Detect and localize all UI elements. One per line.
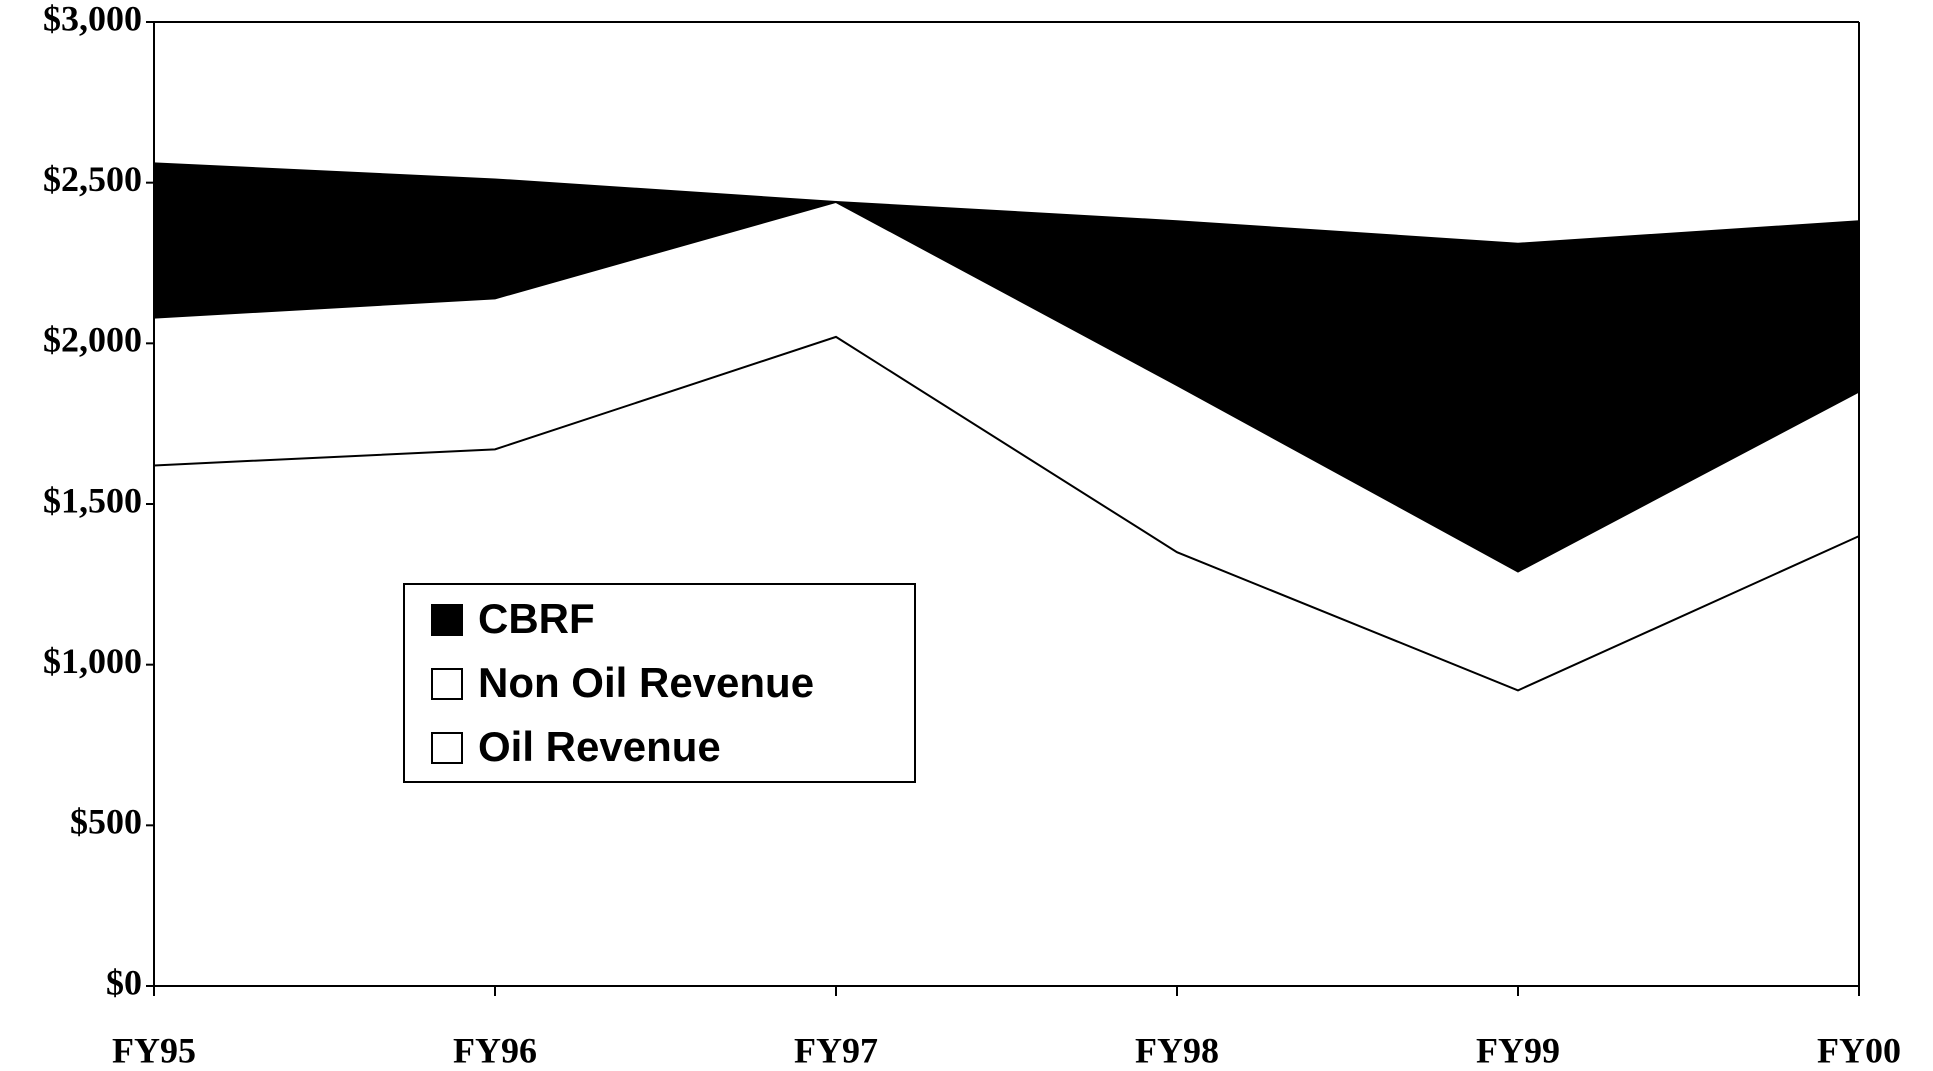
x-tick-label: FY98 (1135, 1030, 1219, 1070)
y-tick-label: $3,000 (43, 0, 142, 38)
legend-swatch (431, 732, 463, 764)
legend-label: CBRF (478, 595, 595, 642)
legend-swatch (431, 604, 463, 636)
x-tick-label: FY95 (112, 1030, 196, 1070)
legend-label: Non Oil Revenue (478, 659, 814, 706)
y-tick-label: $0 (106, 962, 142, 1002)
legend-label: Oil Revenue (478, 723, 721, 770)
x-tick-label: FY99 (1476, 1030, 1560, 1070)
area-edge (153, 335, 1860, 692)
x-tick-label: FY97 (794, 1030, 878, 1070)
legend-swatch (431, 668, 463, 700)
area (154, 163, 1859, 572)
y-tick-label: $500 (70, 802, 142, 842)
x-tick-label: FY00 (1817, 1030, 1901, 1070)
area-edge (153, 200, 1860, 573)
y-tick-label: $1,500 (43, 480, 142, 520)
area (154, 201, 1859, 691)
y-tick-label: $2,000 (43, 320, 142, 360)
y-tick-label: $2,500 (43, 159, 142, 199)
area (154, 336, 1859, 986)
area-edge (153, 162, 1860, 245)
legend-box (403, 583, 916, 783)
y-tick-label: $1,000 (43, 641, 142, 681)
x-tick-label: FY96 (453, 1030, 537, 1070)
